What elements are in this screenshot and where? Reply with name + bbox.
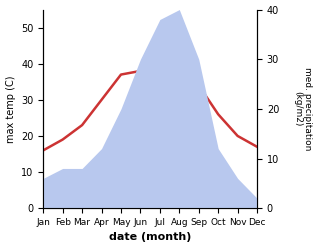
Y-axis label: med. precipitation
(kg/m2): med. precipitation (kg/m2) <box>293 67 313 151</box>
Y-axis label: max temp (C): max temp (C) <box>5 75 16 143</box>
X-axis label: date (month): date (month) <box>109 232 191 243</box>
